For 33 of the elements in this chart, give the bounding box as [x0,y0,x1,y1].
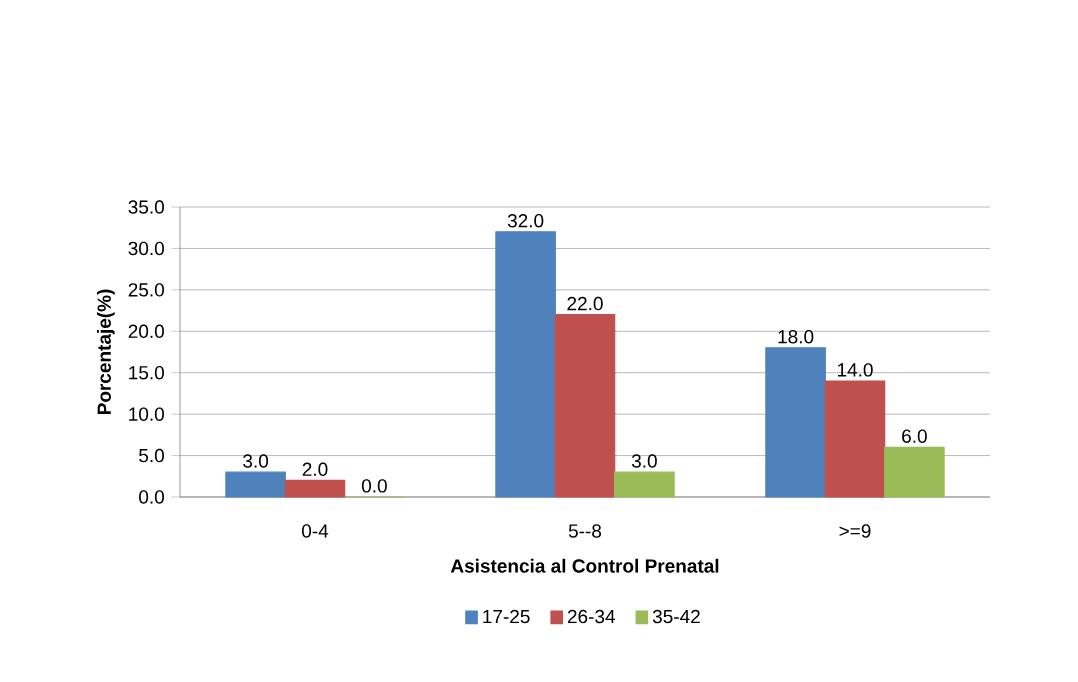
bar [824,380,886,498]
y-tick-label: 0.0 [139,490,164,504]
y-tick-label: 10.0 [129,407,164,421]
data-label: 14.0 [837,363,873,377]
data-label: 3.0 [631,454,657,468]
bar [284,479,346,498]
bar [884,446,945,498]
legend-label: 17-25 [483,609,530,624]
data-label: 18.0 [778,330,814,344]
y-axis-title: Porcentaje(%) [96,289,115,415]
y-tick-label: 25.0 [128,283,164,297]
x-axis-title: Asistencia al Control Prenatal [450,558,719,573]
x-tick-label: 0-4 [302,524,329,538]
data-label: 6.0 [902,429,927,443]
y-tick-label: 20.0 [128,324,164,339]
legend-label: 35-42 [652,609,700,624]
bar [225,471,286,498]
x-tick-label: >=9 [839,524,871,538]
y-tick-label: 30.0 [128,241,164,256]
x-tick-label: 5--8 [568,524,602,538]
data-label: 32.0 [507,214,544,228]
data-label: 22.0 [567,296,603,311]
data-label: 0.0 [361,479,387,493]
y-tick-label: 35.0 [128,200,164,214]
data-label: 2.0 [302,462,328,477]
y-tick-label: 15.0 [129,365,164,380]
bar [554,314,616,498]
y-tick-label: 5.0 [139,448,164,463]
data-label: 3.0 [243,454,269,468]
legend-label: 26-34 [567,609,616,624]
bar [765,347,826,498]
bar [614,471,675,498]
bar [495,231,556,498]
